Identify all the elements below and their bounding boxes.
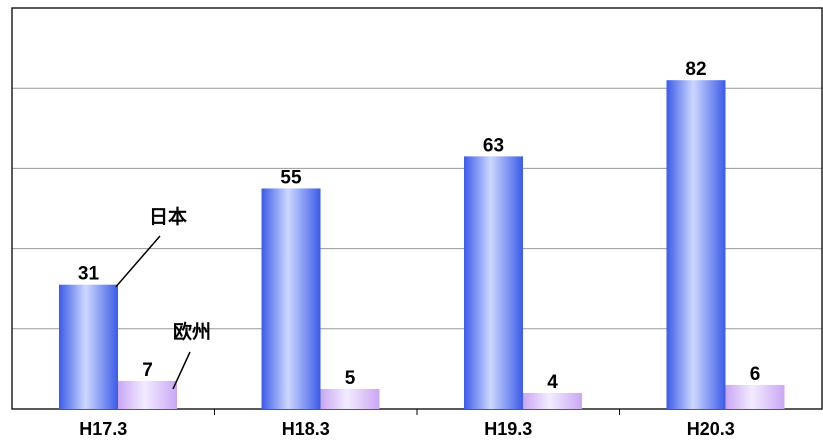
data-label-1-H17.3: 31 — [78, 264, 100, 285]
x-axis-ticks: H17.3 H18.3 H19.3 H20.3 — [79, 409, 735, 439]
bar-1-H18.3 — [261, 188, 321, 409]
data-label-2-H20.3: 6 — [750, 364, 761, 385]
data-label-1-H20.3: 82 — [685, 59, 706, 80]
data-label-1-H19.3: 63 — [483, 135, 504, 156]
data-label-2-H17.3: 7 — [142, 360, 153, 381]
x-tick-label-H20.3: H20.3 — [687, 419, 735, 439]
bar-1-H20.3 — [666, 80, 726, 410]
data-label-1-H18.3: 55 — [280, 167, 302, 188]
x-tick-label-H19.3: H19.3 — [484, 419, 532, 439]
bar-2-H19.3 — [523, 392, 582, 409]
data-label-2-H18.3: 5 — [345, 368, 356, 389]
bar-2-H17.3 — [118, 380, 177, 409]
bar-1-H17.3 — [59, 284, 118, 409]
bars — [59, 80, 785, 410]
callout-line-2 — [172, 351, 191, 390]
x-tick-label-H17.3: H17.3 — [79, 419, 127, 439]
data-label-2-H19.3: 4 — [547, 372, 558, 393]
series-label-2: 欧州 — [173, 320, 211, 343]
bar-1-H19.3 — [464, 156, 523, 409]
series-label-1: 日本 — [149, 205, 187, 228]
bar-2-H20.3 — [725, 384, 785, 409]
x-tick-label-H18.3: H18.3 — [282, 419, 330, 439]
callout-line-1 — [115, 235, 161, 288]
bar-2-H18.3 — [320, 388, 380, 409]
